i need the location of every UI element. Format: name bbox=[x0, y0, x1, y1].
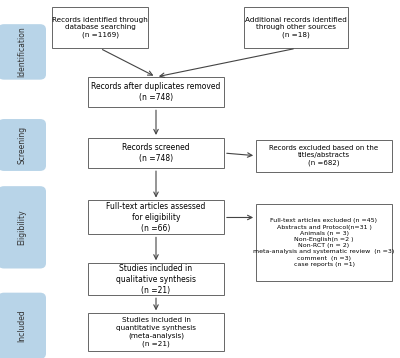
Text: Full-text articles excluded (n =45)
Abstracts and Protocol(n=31 )
Animals (n = 3: Full-text articles excluded (n =45) Abst… bbox=[253, 218, 395, 267]
Text: Studies included in
quantitative synthesis
(meta-analysis)
(n =21): Studies included in quantitative synthes… bbox=[116, 317, 196, 347]
FancyBboxPatch shape bbox=[88, 263, 224, 295]
Text: Identification: Identification bbox=[18, 26, 26, 77]
Text: Included: Included bbox=[18, 309, 26, 342]
FancyBboxPatch shape bbox=[256, 204, 392, 281]
Text: Records excluded based on the
titles/abstracts
(n =682): Records excluded based on the titles/abs… bbox=[270, 145, 378, 166]
FancyBboxPatch shape bbox=[88, 313, 224, 351]
FancyBboxPatch shape bbox=[256, 140, 392, 172]
FancyBboxPatch shape bbox=[52, 7, 148, 48]
FancyBboxPatch shape bbox=[88, 200, 224, 234]
Text: Full-text articles assessed
for eligibility
(n =66): Full-text articles assessed for eligibil… bbox=[106, 202, 206, 233]
Text: Additional records identified
through other sources
(n =18): Additional records identified through ot… bbox=[245, 17, 347, 39]
FancyBboxPatch shape bbox=[0, 186, 46, 268]
FancyBboxPatch shape bbox=[0, 24, 46, 80]
Text: Records screened
(n =748): Records screened (n =748) bbox=[122, 143, 190, 163]
Text: Records after duplicates removed
(n =748): Records after duplicates removed (n =748… bbox=[91, 82, 221, 102]
Text: Studies included in
qualitative synthesis
(n =21): Studies included in qualitative synthesi… bbox=[116, 263, 196, 295]
FancyBboxPatch shape bbox=[244, 7, 348, 48]
FancyBboxPatch shape bbox=[88, 138, 224, 168]
FancyBboxPatch shape bbox=[0, 293, 46, 358]
Text: Screening: Screening bbox=[18, 126, 26, 164]
Text: Records identified through
database searching
(n =1169): Records identified through database sear… bbox=[52, 17, 148, 39]
FancyBboxPatch shape bbox=[88, 77, 224, 107]
Text: Eligibility: Eligibility bbox=[18, 209, 26, 245]
FancyBboxPatch shape bbox=[0, 119, 46, 171]
